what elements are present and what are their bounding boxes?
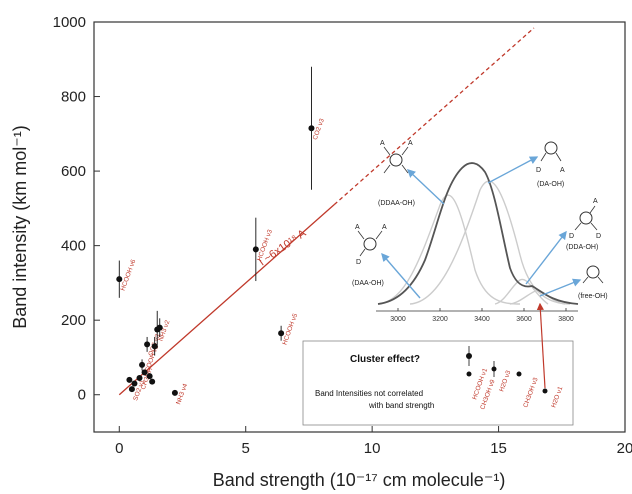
fit-line-solid [118, 204, 335, 396]
molecule-dda-a: A [593, 198, 598, 205]
molecule-daa-a1: A [355, 224, 360, 231]
molecule-dda-label: (DDA-OH) [566, 244, 598, 251]
y-tick-label: 800 [61, 89, 86, 106]
data-point [151, 343, 158, 350]
arrow-daa [381, 252, 421, 299]
molecule-da-a: A [560, 167, 565, 174]
inset-tick-label: 3600 [516, 316, 532, 323]
y-tick-label: 600 [61, 163, 86, 180]
arrow-da [487, 156, 539, 184]
molecule-dda-d2: D [596, 233, 601, 240]
molecule-daa-label: (DAA-OH) [352, 280, 384, 287]
y-tick-label: 400 [61, 238, 86, 255]
y-tick-label: 200 [61, 312, 86, 329]
y-tick-label: 0 [78, 387, 86, 404]
cluster-effect-box: Cluster effect? Band Intensities not cor… [302, 302, 574, 426]
gauss-ddaa [377, 194, 521, 305]
data-point [146, 373, 153, 380]
arrow-dda [525, 230, 567, 285]
fit-line-dashed [333, 27, 535, 206]
spectrum-curve [377, 162, 579, 305]
molecule-free-label: (free-OH) [578, 293, 608, 300]
cluster-box-point-1 [466, 346, 472, 366]
point-label: HCOOH ν6 [120, 258, 138, 292]
data-point [171, 389, 178, 396]
data-point [131, 380, 138, 387]
molecule-ddaa-a1: A [380, 140, 385, 147]
y-tick-label: 1000 [53, 14, 86, 31]
molecule-ddaa: A A (DDAA-OH) [378, 140, 415, 207]
molecule-daa: A A D (DAA-OH) [352, 224, 387, 287]
x-axis-title: Band strength (10⁻¹⁷ cm molecule⁻¹) [213, 470, 506, 490]
data-point [136, 374, 143, 381]
y-axis-title: Band intensity (km mol⁻¹) [10, 125, 30, 329]
inset-tick-label: 3000 [390, 316, 406, 323]
x-tick-label: 10 [364, 440, 381, 457]
molecule-da-d: D [536, 167, 541, 174]
data-point [149, 378, 156, 385]
data-point [126, 376, 133, 383]
cluster-box-note-1: Band Intensities not correlated [315, 389, 423, 398]
arrow-free [539, 278, 582, 297]
inset-tick-label: 3800 [558, 316, 574, 323]
data-point [144, 341, 151, 348]
molecule-dda-d1: D [569, 233, 574, 240]
molecule-da: D A (DA-OH) [536, 141, 565, 188]
cluster-red-arrow [536, 302, 546, 389]
molecule-ddaa-label: (DDAA-OH) [378, 200, 415, 207]
inset-ticks: 3000 3200 3400 3600 3800 [390, 308, 574, 323]
data-point [141, 369, 148, 376]
molecule-da-label: (DA-OH) [537, 181, 564, 188]
cluster-box-title: Cluster effect? [350, 354, 420, 365]
data-point [139, 361, 146, 368]
x-tick-label: 0 [115, 440, 123, 457]
fit-line-group [118, 27, 535, 396]
x-tick-label: 20 [617, 440, 632, 457]
data-point [252, 246, 259, 253]
point-label: HCOOH ν5 [281, 312, 299, 346]
ir-spectrum-inset: 3000 3200 3400 3600 3800 A A (DDAA-OH) A A D… [352, 140, 608, 323]
cluster-box-point-5 [542, 388, 548, 394]
cluster-box-frame [302, 340, 574, 426]
inset-tick-label: 3200 [432, 316, 448, 323]
cluster-box-note-2: with band strength [368, 401, 434, 410]
cluster-box-point-3 [491, 361, 497, 377]
plot-frame [93, 21, 626, 433]
molecule-ddaa-a2: A [408, 140, 413, 147]
x-tick-label: 15 [490, 440, 507, 457]
data-point [156, 324, 163, 331]
data-point [278, 330, 285, 337]
molecule-free: (free-OH) [578, 265, 608, 300]
x-tick-label: 5 [242, 440, 250, 457]
data-point [308, 125, 315, 132]
gauss-dda [494, 278, 549, 305]
arrow-ddaa [406, 169, 445, 205]
inset-tick-label: 3400 [474, 316, 490, 323]
data-point [128, 386, 135, 393]
data-point [116, 276, 123, 283]
cluster-box-point-2 [466, 371, 472, 377]
molecule-dda: A D D (DDA-OH) [566, 198, 601, 251]
cluster-box-point-4 [516, 371, 522, 377]
molecule-daa-a2: A [382, 224, 387, 231]
molecule-daa-d: D [356, 259, 361, 266]
